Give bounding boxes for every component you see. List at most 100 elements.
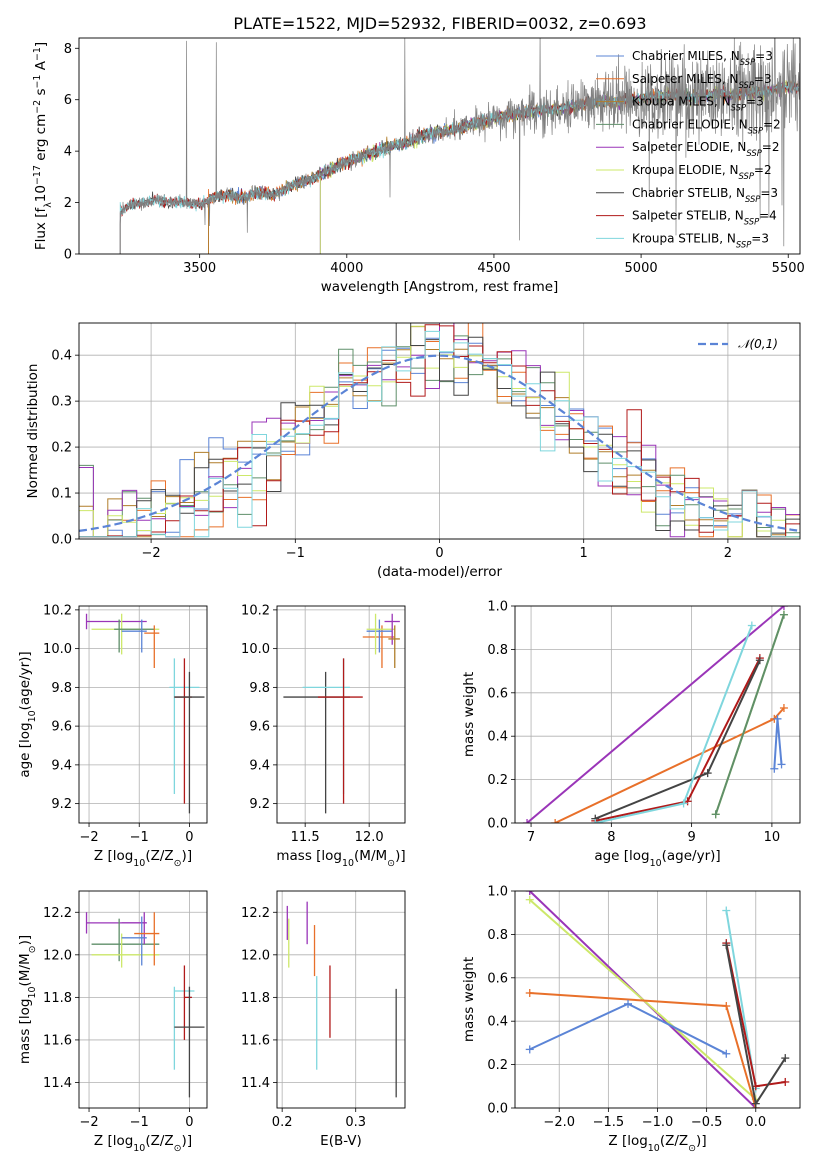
- y-tick-label: 6: [64, 93, 72, 108]
- y-tick-label: 1.0: [487, 885, 508, 900]
- y-tick-label: 11.4: [43, 1076, 72, 1091]
- y-tick-label: 0: [64, 248, 72, 263]
- axes-residuals: [79, 323, 800, 540]
- legend-label: Kroupa STELIB, NSSP=3: [632, 231, 769, 249]
- y-axis-label: mass [log10(M/M⊙)]: [17, 935, 38, 1064]
- y-tick-label: 11.4: [241, 1076, 270, 1091]
- histogram-steps: [79, 323, 800, 538]
- y-tick-label: 0.0: [487, 1102, 508, 1117]
- x-tick-label: 3500: [183, 261, 216, 276]
- x-tick-label: 0.0: [745, 1115, 766, 1130]
- x-tick-label: 4000: [330, 261, 363, 276]
- axes-frame: [514, 605, 801, 824]
- observed-spectrum-line: [119, 38, 800, 254]
- y-tick-label: 0.2: [51, 441, 72, 456]
- x-tick-label: 0: [435, 546, 443, 561]
- x-tick-label: −1: [130, 830, 149, 845]
- plot-area-age_vs_Z: [85, 613, 205, 814]
- y-tick-label: 9.4: [249, 758, 270, 773]
- axes-frame: [514, 890, 801, 1109]
- decor-age_vs_Z: −2 −1 0 9.2 9.4 9.6 9.8 10.0 10.2 Z [log10(Z/Z⊙)]…: [17, 603, 208, 869]
- x-axis-label: mass [log10(M/M⊙)]: [276, 848, 405, 869]
- y-axis-label: Normed distribution: [25, 364, 41, 499]
- x-tick-label: 7: [527, 830, 535, 845]
- y-tick-label: 10.0: [43, 642, 72, 657]
- histogram-steps: [79, 330, 800, 538]
- axes-age_vs_Z: [79, 606, 207, 823]
- decor-massweight_vs_age: 7 8 9 10 0.0 0.2 0.4 0.6 0.8 1.0 age [log10(age/yr…: [461, 600, 801, 869]
- legend-label: Kroupa MILES, NSSP=3: [632, 95, 764, 113]
- axes-frame: [276, 605, 406, 824]
- x-axis-label: Z [log10(Z/Z⊙)]: [94, 1133, 192, 1154]
- y-tick-label: 9.8: [51, 681, 72, 696]
- axes-mass_vs_Z: [79, 891, 207, 1108]
- x-tick-label: −0.5: [691, 1115, 723, 1130]
- y-tick-label: 9.2: [51, 797, 72, 812]
- x-tick-label: −1.0: [642, 1115, 674, 1130]
- x-tick-label: −1: [130, 1115, 149, 1130]
- legend-label: Salpeter ELODIE, NSSP=2: [632, 140, 780, 158]
- y-tick-label: 0.4: [487, 730, 508, 745]
- decor-age_vs_mass: 11.5 12.0 9.2 9.4 9.6 9.8 10.0 10.2 mass [log10(…: [241, 603, 406, 868]
- x-axis-label: Z [log10(Z/Z⊙)]: [94, 848, 192, 869]
- y-tick-label: 9.2: [249, 797, 270, 812]
- plot-area-mass_vs_EBV: [286, 901, 397, 1098]
- x-axis-label: age [log10(age/yr)]: [594, 848, 720, 869]
- legend-label: Chabrier MILES, NSSP=3: [632, 49, 773, 67]
- axes-massweight_vs_Z: [515, 890, 800, 1109]
- spectrum-legend: Chabrier MILES, NSSP=3 Salpeter MILES, NS…: [596, 49, 781, 249]
- plot-area-mass_vs_Z: [85, 912, 205, 1098]
- x-tick-label: −2: [79, 1115, 98, 1130]
- y-tick-label: 11.6: [241, 1033, 270, 1048]
- legend-label: Kroupa ELODIE, NSSP=2: [632, 163, 772, 181]
- y-tick-label: 0.6: [487, 686, 508, 701]
- y-tick-label: 0.6: [487, 971, 508, 986]
- axes-massweight_vs_age: [515, 605, 800, 824]
- y-tick-label: 0.0: [487, 817, 508, 832]
- x-tick-label: 5000: [625, 261, 658, 276]
- residual-legend: 𝒩(0,1): [698, 337, 778, 351]
- weight-line: [773, 718, 783, 769]
- y-tick-label: 2: [64, 196, 72, 211]
- plot-area-massweight_vs_Z: [525, 891, 790, 1108]
- plot-area-residuals: [79, 323, 800, 538]
- decor-spectrum: 3500 4000 4500 5000 5500 0 2 4 6 8 wavelength [Ang…: [32, 37, 805, 295]
- y-tick-label: 9.6: [51, 720, 72, 735]
- y-tick-label: 11.8: [241, 991, 270, 1006]
- axes-frame: [276, 890, 406, 1109]
- y-tick-label: 9.6: [249, 720, 270, 735]
- axes-frame: [78, 890, 208, 1109]
- legend-label: 𝒩(0,1): [738, 337, 778, 351]
- x-tick-label: 10: [764, 830, 781, 845]
- y-tick-label: 12.2: [241, 906, 270, 921]
- x-axis-label: Z [log10(Z/Z⊙)]: [608, 1133, 706, 1154]
- y-tick-label: 10.2: [43, 603, 72, 618]
- plot-area-massweight_vs_age: [523, 606, 788, 823]
- x-axis-label: wavelength [Angstrom, rest frame]: [321, 279, 559, 295]
- x-tick-label: 5500: [772, 261, 805, 276]
- y-tick-label: 0.8: [487, 928, 508, 943]
- decor-mass_vs_Z: −2 −1 0 11.4 11.6 11.8 12.0 12.2 Z [log10(Z/Z⊙)]…: [17, 890, 208, 1154]
- normal-curve: [79, 354, 798, 532]
- y-tick-label: 0.8: [487, 643, 508, 658]
- y-axis-label: age [log10(age/yr)]: [17, 651, 38, 777]
- decor-mass_vs_EBV: 0.2 0.3 11.4 11.6 11.8 12.0 12.2 E(B-V): [241, 890, 406, 1149]
- x-tick-label: 9: [687, 830, 695, 845]
- x-tick-label: 11.5: [291, 830, 320, 845]
- y-tick-label: 10.2: [241, 603, 270, 618]
- x-tick-label: −1: [286, 546, 305, 561]
- weight-line: [594, 659, 761, 820]
- x-tick-label: 1: [580, 546, 588, 561]
- y-tick-label: 9.4: [51, 758, 72, 773]
- y-tick-label: 0.4: [487, 1015, 508, 1030]
- x-tick-label: −2: [79, 830, 98, 845]
- x-tick-label: 4500: [477, 261, 510, 276]
- y-tick-label: 0.4: [51, 349, 72, 364]
- x-axis-label: (data-model)/error: [377, 564, 503, 580]
- x-tick-label: 12.0: [355, 830, 384, 845]
- x-tick-label: −1.5: [593, 1115, 625, 1130]
- y-tick-label: 4: [64, 145, 72, 160]
- y-tick-label: 11.6: [43, 1033, 72, 1048]
- weight-line: [595, 657, 761, 822]
- x-tick-label: 0: [185, 830, 193, 845]
